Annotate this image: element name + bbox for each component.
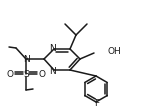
- Text: N: N: [23, 55, 29, 64]
- Text: F: F: [94, 99, 100, 108]
- Text: OH: OH: [108, 47, 122, 56]
- Text: O: O: [6, 70, 14, 79]
- Text: S: S: [23, 70, 29, 79]
- Text: N: N: [50, 44, 56, 53]
- Text: O: O: [39, 70, 45, 79]
- Text: N: N: [50, 67, 56, 76]
